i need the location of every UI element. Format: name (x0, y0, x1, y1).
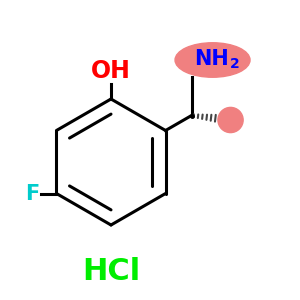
Text: HCl: HCl (82, 257, 140, 286)
Text: NH: NH (194, 50, 228, 69)
Text: F: F (25, 184, 40, 203)
Text: 2: 2 (230, 57, 240, 70)
Text: OH: OH (91, 58, 131, 82)
Circle shape (218, 107, 243, 133)
Ellipse shape (175, 43, 250, 77)
